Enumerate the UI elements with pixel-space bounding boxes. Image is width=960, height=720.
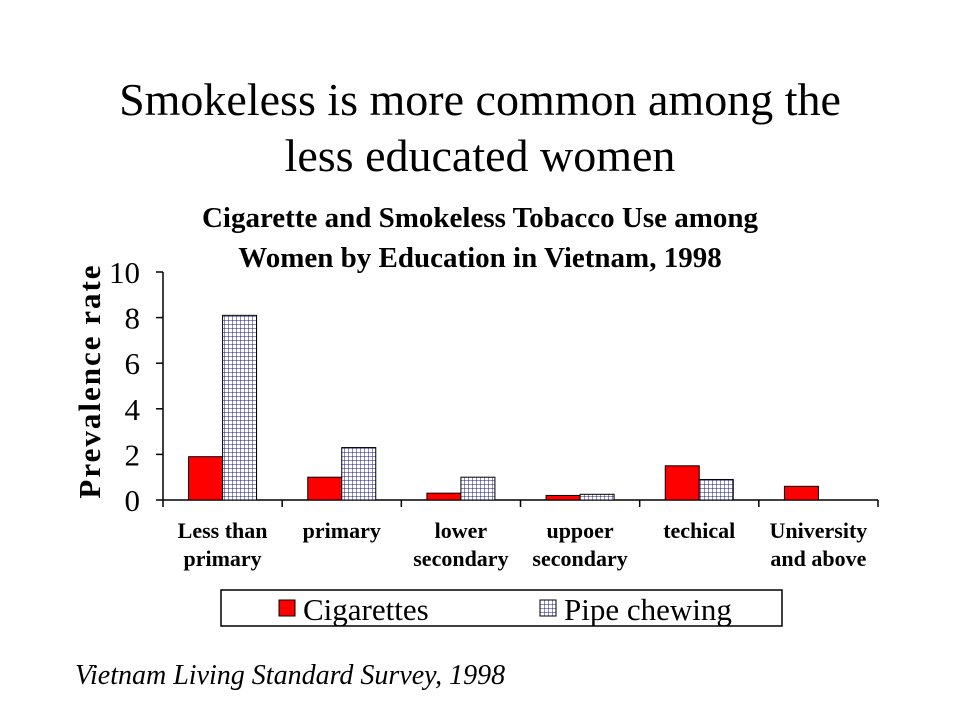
chart-title-line: Cigarette and Smokeless Tobacco Use amon… xyxy=(202,202,759,234)
bar-cigarettes xyxy=(307,476,343,501)
slide-title-line-1: Smokeless is more common among the xyxy=(119,74,841,125)
chart-title: Cigarette and Smokeless Tobacco Use amon… xyxy=(202,202,759,274)
slide-title: Smokeless is more common among the less … xyxy=(0,72,960,184)
legend-label: Pipe chewing xyxy=(564,592,732,627)
y-tick-label: 8 xyxy=(125,301,141,336)
bar-cigarettes xyxy=(545,494,581,501)
legend-box xyxy=(220,589,783,627)
legend: Cigarettes Pipe chewing xyxy=(220,589,783,627)
bar-cigarettes xyxy=(426,492,462,501)
x-tick-label: primary xyxy=(183,546,261,571)
slide-title-line-2: less educated women xyxy=(284,130,676,181)
x-tick-label: Less than xyxy=(178,518,268,543)
bar-pipe-chewing xyxy=(579,493,615,501)
legend-swatch xyxy=(539,599,557,617)
y-tick-label: 0 xyxy=(125,483,141,518)
source-note: Vietnam Living Standard Survey, 1998 xyxy=(75,660,506,691)
bar-cigarettes xyxy=(783,485,819,501)
y-tick-label: 4 xyxy=(125,392,141,427)
bar-pipe-chewing xyxy=(222,314,258,501)
bars xyxy=(188,314,819,501)
x-axis: Less than primary primary lower secondary upp… xyxy=(162,499,879,571)
legend-swatch xyxy=(278,599,296,617)
legend-label: Cigarettes xyxy=(303,592,429,627)
x-tick-label: primary xyxy=(303,518,381,543)
chart-title-line: Women by Education in Vietnam, 1998 xyxy=(238,242,721,274)
bar-pipe-chewing xyxy=(460,476,496,501)
y-tick-label: 2 xyxy=(125,437,141,472)
bar-pipe-chewing xyxy=(698,478,734,501)
y-tick-label: 10 xyxy=(109,255,140,290)
x-tick-label: University xyxy=(770,518,868,543)
bar-cigarettes xyxy=(188,456,224,501)
y-tick-label: 6 xyxy=(125,346,141,381)
x-tick-label: techical xyxy=(663,518,735,543)
x-tick-label: uppoer xyxy=(546,518,613,543)
x-tick-label: secondary xyxy=(413,546,508,571)
bar-pipe-chewing xyxy=(341,447,377,501)
x-tick-label: lower xyxy=(435,518,488,543)
y-axis-label: Prevalence rate xyxy=(72,263,107,498)
x-tick-label: secondary xyxy=(532,546,627,571)
x-tick-label: and above xyxy=(770,546,866,571)
bar-cigarettes xyxy=(664,465,700,501)
